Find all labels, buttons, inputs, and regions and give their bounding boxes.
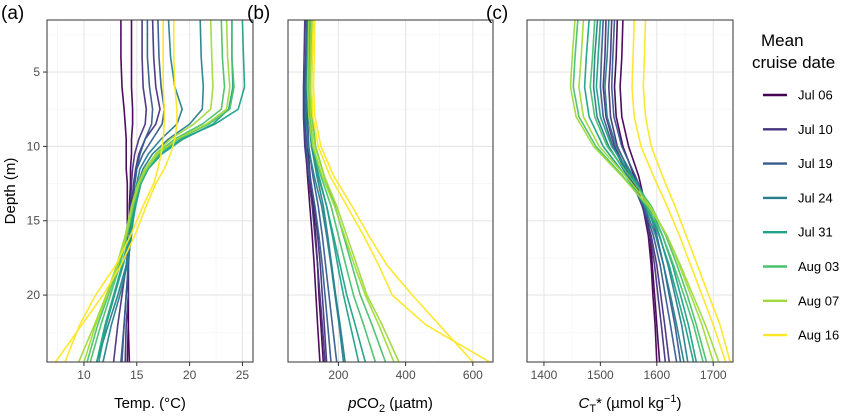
x-tick-label: 15 xyxy=(130,368,144,382)
legend-entry-jul-31: Jul 31 xyxy=(763,225,833,240)
legend-label-aug-03: Aug 03 xyxy=(798,259,839,274)
panel-frame xyxy=(46,19,254,363)
x-tick-label: 200 xyxy=(328,368,348,382)
legend: Mean cruise date Jul 06 Jul 10 Jul 19 Jul 2… xyxy=(752,31,839,343)
profile-aug-07-1 xyxy=(578,20,714,362)
profile-aug-07-2 xyxy=(569,20,720,362)
panel-3: 1400 1500 1600 1700 (c) CT* (µmol kg−1) xyxy=(486,3,734,415)
profile-jul-19-2 xyxy=(610,20,682,362)
x-tick-label: 600 xyxy=(463,368,483,382)
x-tick-label: 1600 xyxy=(643,368,670,382)
panel-1: 10 15 20 25 (a) Temp. (°C) xyxy=(1,3,254,412)
profile-jul-19-2 xyxy=(121,20,154,362)
legend-entry-aug-07: Aug 07 xyxy=(763,293,839,308)
profile-jul-10-2 xyxy=(302,20,326,362)
legend-entry-jul-19: Jul 19 xyxy=(763,156,833,171)
y-axis: 5 10 15 20 Depth (m) xyxy=(2,65,47,302)
profile-jul-31-2 xyxy=(95,20,246,362)
profile-aug-16-1 xyxy=(54,20,178,362)
panel-label: (b) xyxy=(247,3,270,24)
profile-aug-16-2 xyxy=(312,20,474,362)
x-tick-label: 25 xyxy=(236,368,250,382)
x-tick-label: 1700 xyxy=(700,368,727,382)
x-axis-title: Temp. (°C) xyxy=(114,395,186,412)
profile-aug-07-2 xyxy=(83,20,231,362)
y-tick-label: 15 xyxy=(27,214,41,228)
profiles xyxy=(569,20,731,362)
y-tick-label: 10 xyxy=(27,139,41,153)
legend-entry-aug-03: Aug 03 xyxy=(763,259,839,274)
y-tick-label: 5 xyxy=(33,65,40,79)
x-tick-label: 10 xyxy=(77,368,91,382)
profile-aug-07-1 xyxy=(308,20,400,362)
x-tick-label: 1400 xyxy=(531,368,558,382)
legend-entry-jul-06: Jul 06 xyxy=(763,88,833,103)
profile-jul-24-1 xyxy=(95,20,183,362)
x-tick-label: 1500 xyxy=(587,368,614,382)
x-tick-label: 400 xyxy=(396,368,416,382)
legend-label-jul-24: Jul 24 xyxy=(798,190,833,205)
panel-label: (a) xyxy=(1,3,24,24)
profile-aug-16-1 xyxy=(631,20,727,362)
panel-frame xyxy=(526,19,734,363)
profile-jul-24-2 xyxy=(102,20,205,362)
panel-frame xyxy=(287,19,494,363)
profile-aug-03-2 xyxy=(589,20,708,362)
legend-title-line1: Mean xyxy=(761,31,804,50)
profiles xyxy=(302,20,491,362)
profile-jul-19-1 xyxy=(303,20,332,362)
profile-aug-07-1 xyxy=(77,20,214,362)
profile-aug-16-2 xyxy=(64,20,166,362)
legend-entry-aug-16: Aug 16 xyxy=(763,328,839,343)
profile-jul-24-2 xyxy=(305,20,345,362)
profile-jul-10-1 xyxy=(124,20,148,362)
legend-title-line2: cruise date xyxy=(752,53,835,72)
profile-jul-10-2 xyxy=(112,20,161,362)
profile-aug-16-1 xyxy=(310,20,491,362)
profile-aug-07-2 xyxy=(306,20,395,362)
profiles xyxy=(54,20,246,362)
panel-2: 200 400 600 (b) pCO2 (µatm) xyxy=(247,3,494,415)
legend-label-jul-31: Jul 31 xyxy=(798,225,833,240)
x-axis-title: CT* (µmol kg−1) xyxy=(579,393,682,415)
profile-aug-16-2 xyxy=(642,20,731,362)
y-tick-label: 20 xyxy=(27,288,41,302)
panel-label: (c) xyxy=(486,3,508,24)
legend-label-jul-06: Jul 06 xyxy=(798,88,833,103)
profile-aug-03-2 xyxy=(89,20,235,362)
x-axis-title: pCO2 (µatm) xyxy=(347,395,433,415)
x-tick-label: 20 xyxy=(183,368,197,382)
legend-label-jul-19: Jul 19 xyxy=(798,156,833,171)
legend-entry-jul-24: Jul 24 xyxy=(763,190,833,205)
legend-label-jul-10: Jul 10 xyxy=(798,122,833,137)
legend-entry-jul-10: Jul 10 xyxy=(763,122,833,137)
profile-aug-03-1 xyxy=(307,20,377,362)
y-axis-title: Depth (m) xyxy=(2,158,19,225)
legend-label-aug-16: Aug 16 xyxy=(798,328,839,343)
profile-aug-03-1 xyxy=(86,20,226,362)
profile-jul-24-2 xyxy=(604,20,689,362)
legend-label-aug-07: Aug 07 xyxy=(798,293,839,308)
